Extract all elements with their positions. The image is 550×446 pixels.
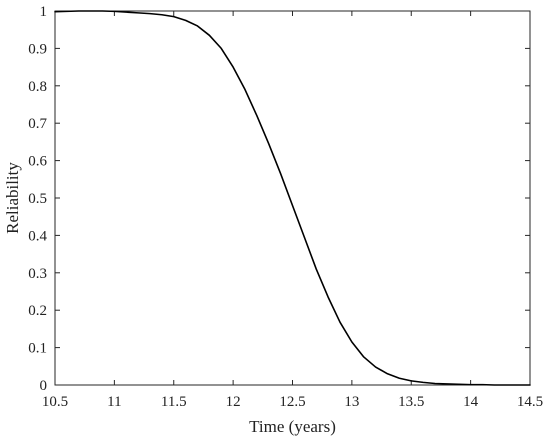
x-tick-label: 13	[344, 394, 359, 410]
y-tick-label: 0.6	[28, 154, 47, 170]
x-axis-ticks: 10.5 11 11.5 12 12.5 13 13.5 14 14.5	[42, 11, 543, 410]
y-tick-label: 0.9	[28, 41, 47, 57]
x-tick-label: 11	[107, 394, 121, 410]
y-tick-label: 0.4	[28, 228, 47, 244]
x-tick-label: 14.5	[517, 394, 543, 410]
y-tick-label: 1	[40, 4, 48, 20]
y-tick-label: 0.3	[28, 266, 47, 282]
y-tick-label: 0.7	[28, 116, 47, 132]
y-tick-label: 0.8	[28, 79, 47, 95]
x-tick-label: 12.5	[279, 394, 305, 410]
y-axis-ticks: 0 0.1 0.2 0.3 0.4 0.5 0.6 0.7 0.8 0.9 1	[28, 4, 530, 394]
x-tick-label: 11.5	[161, 394, 187, 410]
y-tick-label: 0.2	[28, 303, 47, 319]
x-tick-label: 10.5	[42, 394, 68, 410]
x-tick-label: 12	[226, 394, 241, 410]
y-tick-label: 0.5	[28, 191, 47, 207]
x-axis-title: Time (years)	[249, 417, 336, 436]
y-tick-label: 0	[40, 378, 48, 394]
x-tick-label: 14	[463, 394, 479, 410]
series-line-0	[54, 10, 531, 386]
y-axis-title: Reliability	[3, 162, 22, 234]
x-tick-label: 13.5	[398, 394, 424, 410]
y-tick-label: 0.1	[28, 341, 47, 357]
series-layer	[54, 10, 531, 386]
